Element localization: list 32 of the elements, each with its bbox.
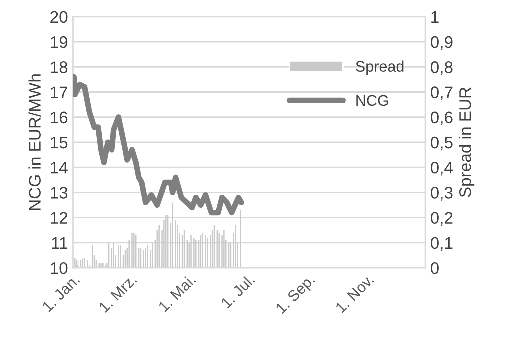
x-tick-label: 1. Jan.	[42, 274, 80, 312]
x-tick-label: 1. Mai.	[158, 274, 196, 312]
y-tick-label: 13	[51, 187, 68, 199]
y2-tick-label: 0,4	[430, 162, 454, 176]
y-tick-label: 12	[51, 212, 68, 224]
y-tick-label: 16	[51, 112, 68, 124]
y-tick-label: 20	[50, 11, 68, 24]
y-tick-label: 10	[51, 262, 68, 274]
y2-tick-label: 0,1	[430, 237, 453, 252]
y2-tick-label: 0,7	[430, 86, 453, 100]
y2-tick-label: 0,6	[430, 112, 453, 126]
x-tick-label: 1. Sep.	[275, 274, 318, 316]
y2-tick-label: 0,9	[430, 36, 453, 50]
y2-tick-label: 0,2	[430, 212, 453, 226]
y2-tick-label: 0,3	[430, 187, 453, 201]
y2-tick-label: 0,5	[430, 136, 453, 151]
y2-tick-label: 0	[430, 262, 439, 274]
y-tick-label: 11	[52, 238, 68, 249]
y2-axis-title: Spread in EUR	[459, 88, 475, 198]
legend-label: Spread	[356, 60, 404, 76]
y-tick-label: 19	[51, 36, 68, 48]
y2-tick-label: 1	[432, 11, 439, 23]
x-tick-label: 1. Mrz.	[98, 274, 138, 313]
x-tick-label: 1. Nov.	[335, 274, 374, 314]
legend-label: NCG	[356, 95, 388, 106]
y-tick-label: 15	[51, 137, 68, 149]
y-tick-label: 18	[51, 62, 68, 74]
y-tick-label: 17	[51, 86, 68, 98]
x-tick-label: 1. Jul.	[220, 274, 256, 309]
y-tick-label: 14	[51, 162, 68, 174]
y2-tick-label: 0,8	[430, 62, 453, 76]
y-axis-title: NCG in EUR/MWh	[28, 74, 41, 210]
